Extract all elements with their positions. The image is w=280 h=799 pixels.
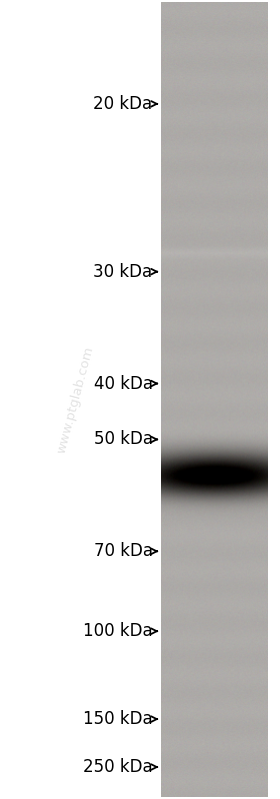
- Text: 150 kDa: 150 kDa: [83, 710, 153, 728]
- Text: 250 kDa: 250 kDa: [83, 758, 153, 776]
- Text: 40 kDa: 40 kDa: [94, 375, 153, 392]
- Text: 70 kDa: 70 kDa: [94, 543, 153, 560]
- Text: 100 kDa: 100 kDa: [83, 622, 153, 640]
- Text: 20 kDa: 20 kDa: [94, 95, 153, 113]
- Text: 30 kDa: 30 kDa: [94, 263, 153, 280]
- Text: www.ptglab.com: www.ptglab.com: [55, 344, 96, 455]
- Text: 50 kDa: 50 kDa: [94, 431, 153, 448]
